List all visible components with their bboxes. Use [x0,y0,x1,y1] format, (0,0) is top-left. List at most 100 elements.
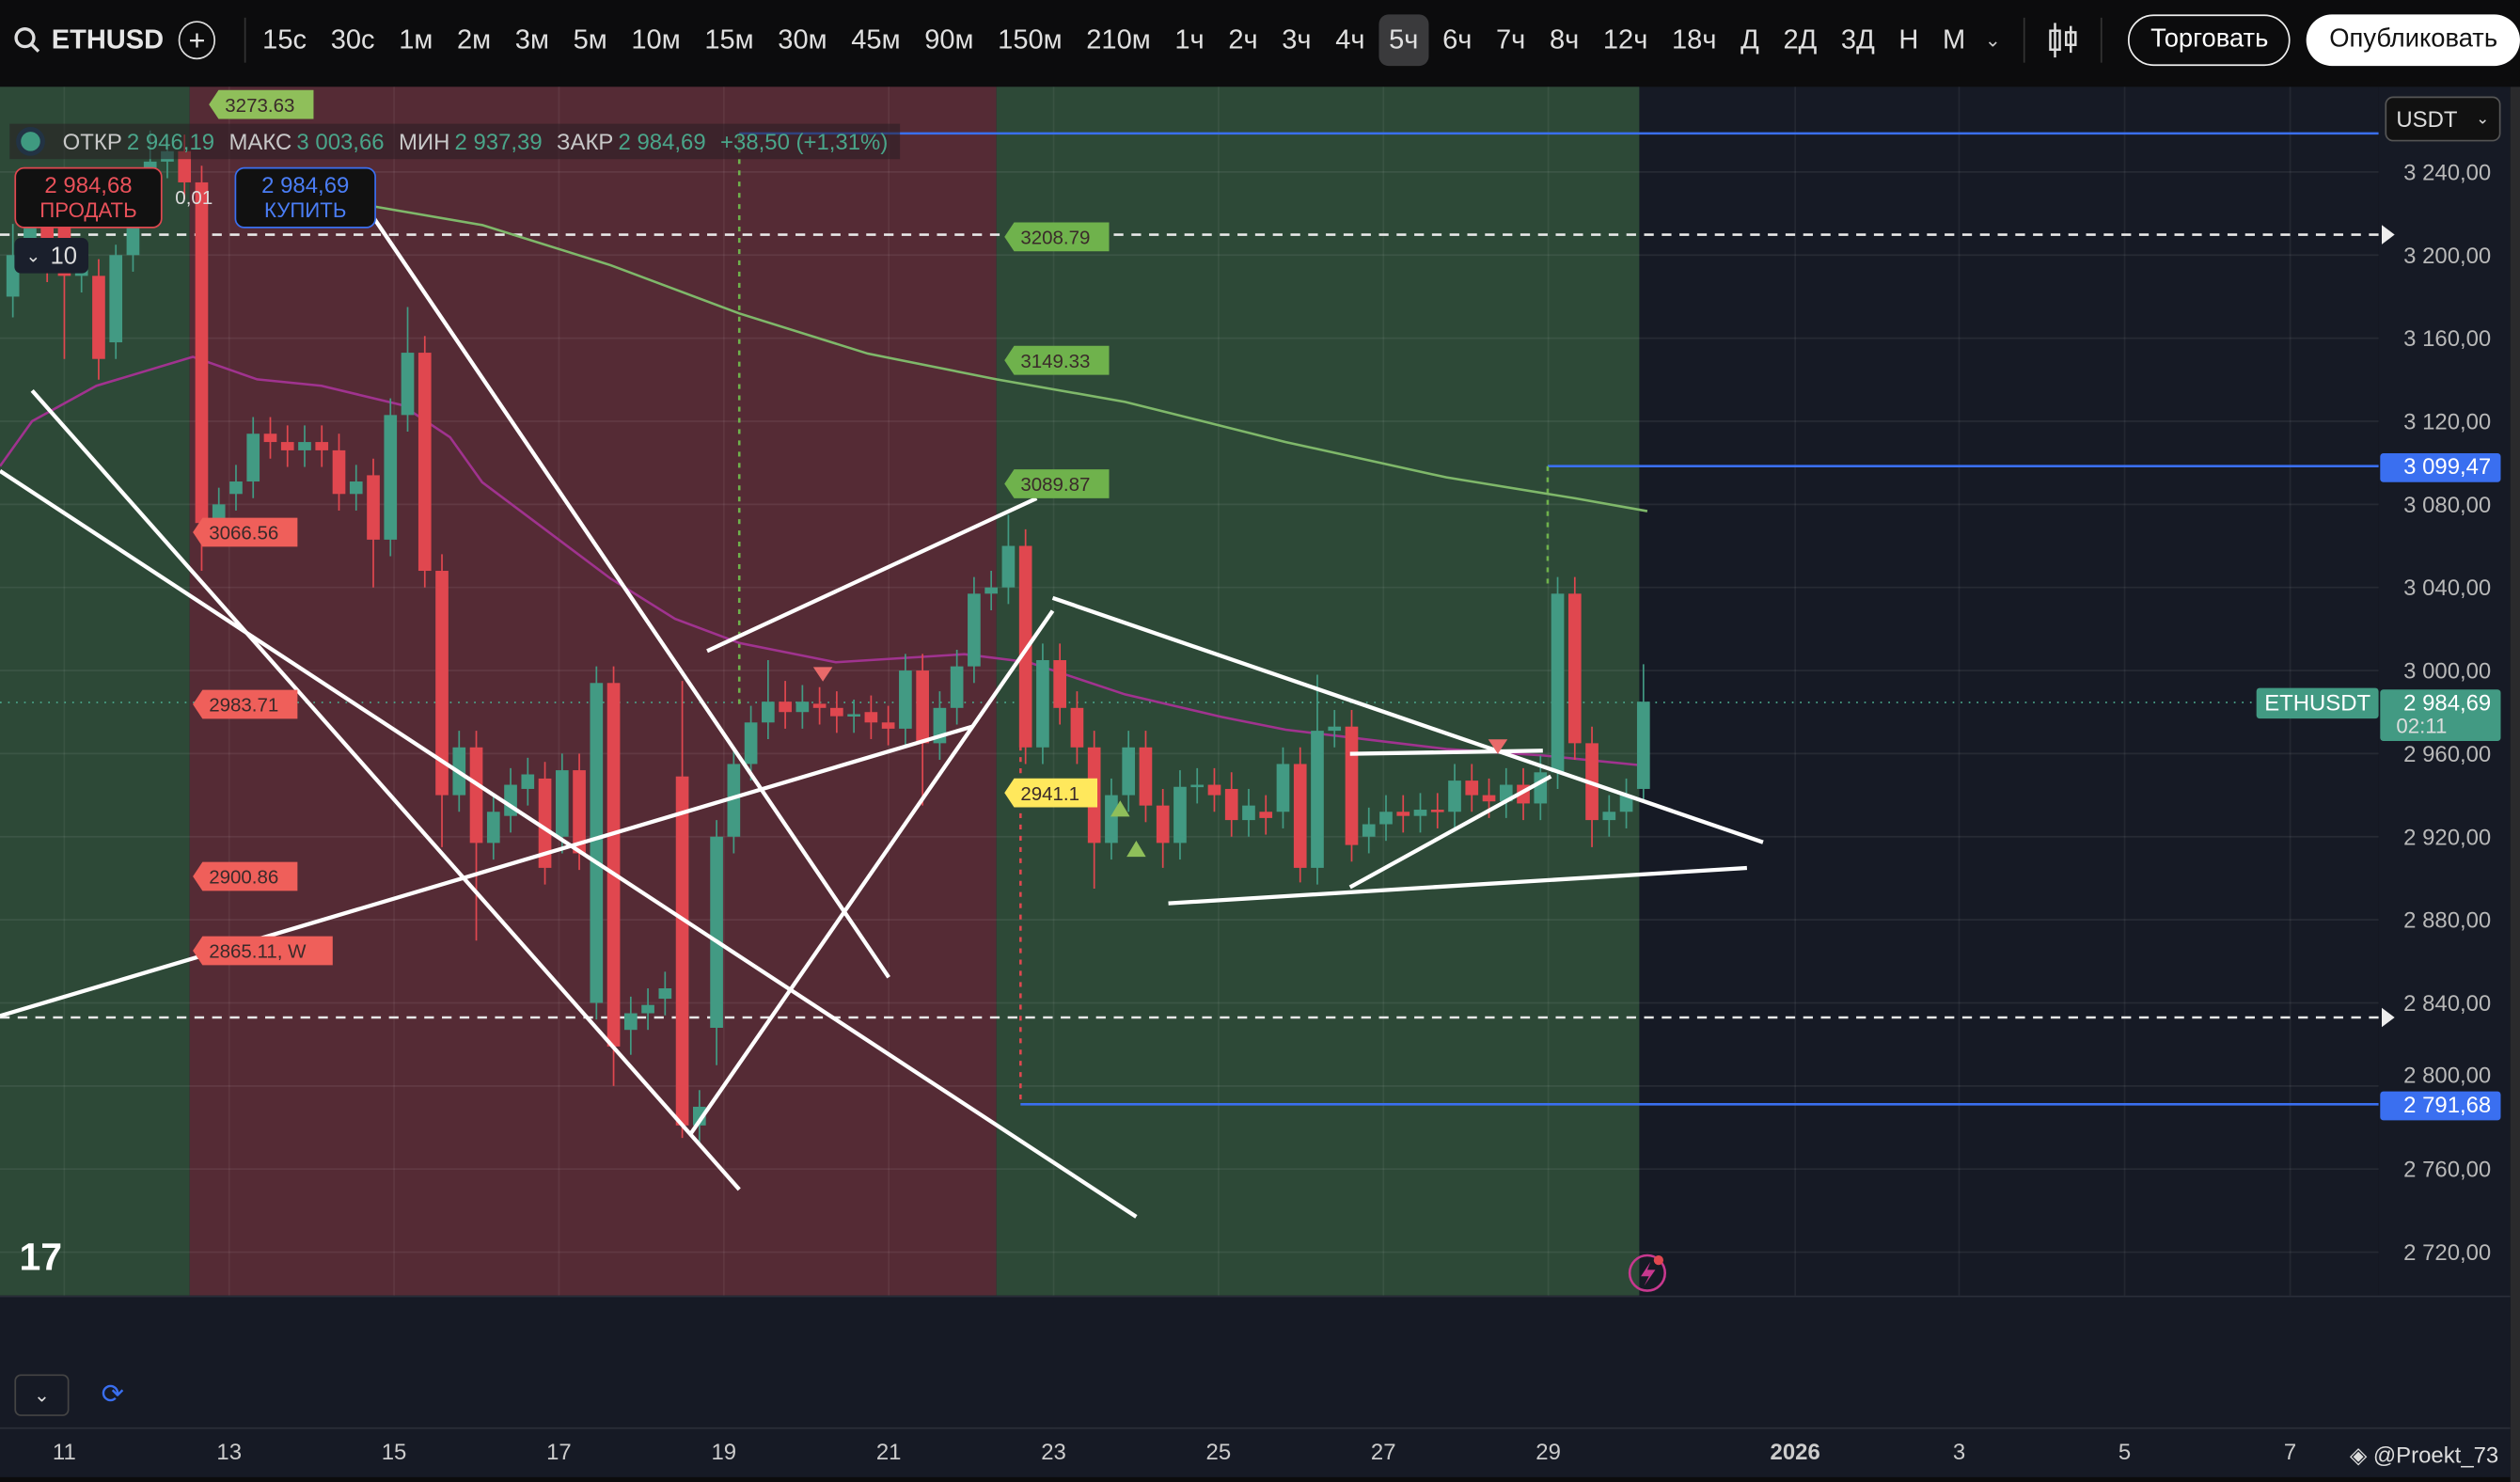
change-value: +38,50 (+1,31%) [720,128,889,155]
price-tick-label: 2 920,00 [2403,825,2491,850]
candle-body [1036,660,1049,748]
timeframe-15с[interactable]: 15с [262,24,307,55]
candle-body [195,181,209,524]
visibility-dot-icon[interactable] [16,127,45,156]
candle [298,425,311,467]
candle-body [486,812,500,843]
timeframe-30с[interactable]: 30с [330,24,375,55]
candle-body [469,747,483,843]
price-tick-label: 2 720,00 [2403,1240,2491,1266]
timeframe-15м[interactable]: 15м [704,24,754,55]
slow-moving-average-line [369,204,1648,512]
currency-select[interactable]: USDT ⌄ [2385,96,2501,142]
timeframe-150м[interactable]: 150м [998,24,1063,55]
timeframe-3ч[interactable]: 3ч [1282,24,1312,55]
price-tag: 3066.56 [193,517,298,547]
symbol-label-box [2256,687,2379,719]
price-chart[interactable]: 3 240,00 3 200,00 3 160,00 3 120,00 3 080,00… [0,80,2520,1482]
price-tag-label: 2865.11, W [209,941,307,963]
price-tag-label: 2900.86 [209,867,278,889]
timeframe-6ч[interactable]: 6ч [1442,24,1473,55]
time-tick-label: 25 [1205,1438,1232,1465]
quantity-selector[interactable]: ⌄ 10 [14,237,89,274]
timeframe-more-chevron-icon[interactable]: ⌄ [1984,28,2001,52]
candle [864,695,878,739]
timeframe-7ч[interactable]: 7ч [1496,24,1526,55]
chevron-down-icon: ⌄ [2476,110,2490,128]
candle-body [1259,812,1273,818]
high-label: МАКС [228,128,292,155]
timeframe-Д[interactable]: Д [1740,24,1759,55]
chevron-down-icon: ⌄ [33,1383,51,1407]
time-tick-label: 17 [546,1438,572,1465]
time-tick-label: 13 [216,1438,243,1465]
timeframe-3Д[interactable]: 3Д [1840,24,1875,55]
timeframe-4ч[interactable]: 4ч [1335,24,1365,55]
timeframe-list: 15с 30с 1м 2м 3м 5м 10м 15м 30м 45м 90м 150м 210м 1ч 2… [253,14,1976,67]
candle-body [435,571,449,796]
divider [2101,17,2103,63]
candle-body [538,778,552,868]
trade-button[interactable]: Торговать [2128,14,2292,67]
candle [349,465,363,511]
time-tick-label: 23 [1041,1438,1066,1465]
publish-button[interactable]: Опубликовать [2307,14,2520,67]
candle [762,660,775,739]
level-low-price-label: 2 791,68 [2403,1093,2491,1118]
timeframe-90м[interactable]: 90м [924,24,974,55]
candle-body [229,481,243,495]
spread-value: 0,01 [175,186,213,210]
price-tag: 3273.63 [209,89,314,119]
timeframe-2Д[interactable]: 2Д [1783,24,1818,55]
candle-body [246,434,260,482]
candle-body [864,712,878,723]
timeframe-2ч[interactable]: 2ч [1228,24,1258,55]
timeframe-5ч[interactable]: 5ч [1378,14,1428,67]
candle [435,554,449,847]
timeframe-18ч[interactable]: 18ч [1672,24,1717,55]
timeframe-3м[interactable]: 3м [514,24,549,55]
timeframe-5м[interactable]: 5м [573,24,607,55]
fast-moving-average-line [0,355,1640,766]
timeframe-30м[interactable]: 30м [778,24,827,55]
timeframe-1м[interactable]: 1м [399,24,433,55]
refresh-icon[interactable]: ⟳ [101,1379,125,1411]
timeframe-12ч[interactable]: 12ч [1602,24,1648,55]
candle [469,731,483,941]
buy-button[interactable]: 2 984,69 КУПИТЬ [234,166,376,229]
trend-line [1051,595,1764,844]
candle [1413,793,1427,833]
time-axis[interactable]: 11 13 15 17 19 21 23 25 27 29 2026 3 5 7 [0,1427,2511,1477]
scrollbar [2510,87,2520,1482]
candle [916,654,929,806]
candle [280,425,294,467]
candle [1602,795,1616,837]
timeframe-45м[interactable]: 45м [851,24,901,55]
timeframe-1ч[interactable]: 1ч [1174,24,1205,55]
sell-label: ПРОДАТЬ [39,197,137,222]
timeframe-210м[interactable]: 210м [1086,24,1151,55]
current-price-label: 2 984,69 [2403,691,2491,717]
candle [1396,795,1410,833]
candle [195,166,209,572]
current-symbol-label: ETHUSDT [2264,691,2370,717]
collapse-panel-button[interactable]: ⌄ [14,1374,70,1416]
timeframe-Н[interactable]: Н [1898,24,1919,55]
add-symbol-button[interactable]: + [178,21,216,60]
level-arrow-icon [2382,225,2395,244]
timeframe-М[interactable]: М [1943,24,1966,55]
time-tick-label: 19 [711,1438,737,1465]
symbol-search[interactable]: ETHUSD [13,24,179,56]
timeframe-10м[interactable]: 10м [631,24,681,55]
sell-button[interactable]: 2 984,68 ПРОДАТЬ [14,166,163,229]
candlestick-chart-type-icon[interactable] [2031,18,2094,63]
candle [401,307,415,433]
timeframe-8ч[interactable]: 8ч [1549,24,1580,55]
candle [1465,764,1479,812]
low-value: 2 937,39 [454,128,543,155]
timeframe-2м[interactable]: 2м [456,24,492,55]
candle [675,681,689,1139]
candle-body [795,702,810,713]
candle-body [623,1013,638,1031]
price-tag-shape [1004,345,1110,375]
